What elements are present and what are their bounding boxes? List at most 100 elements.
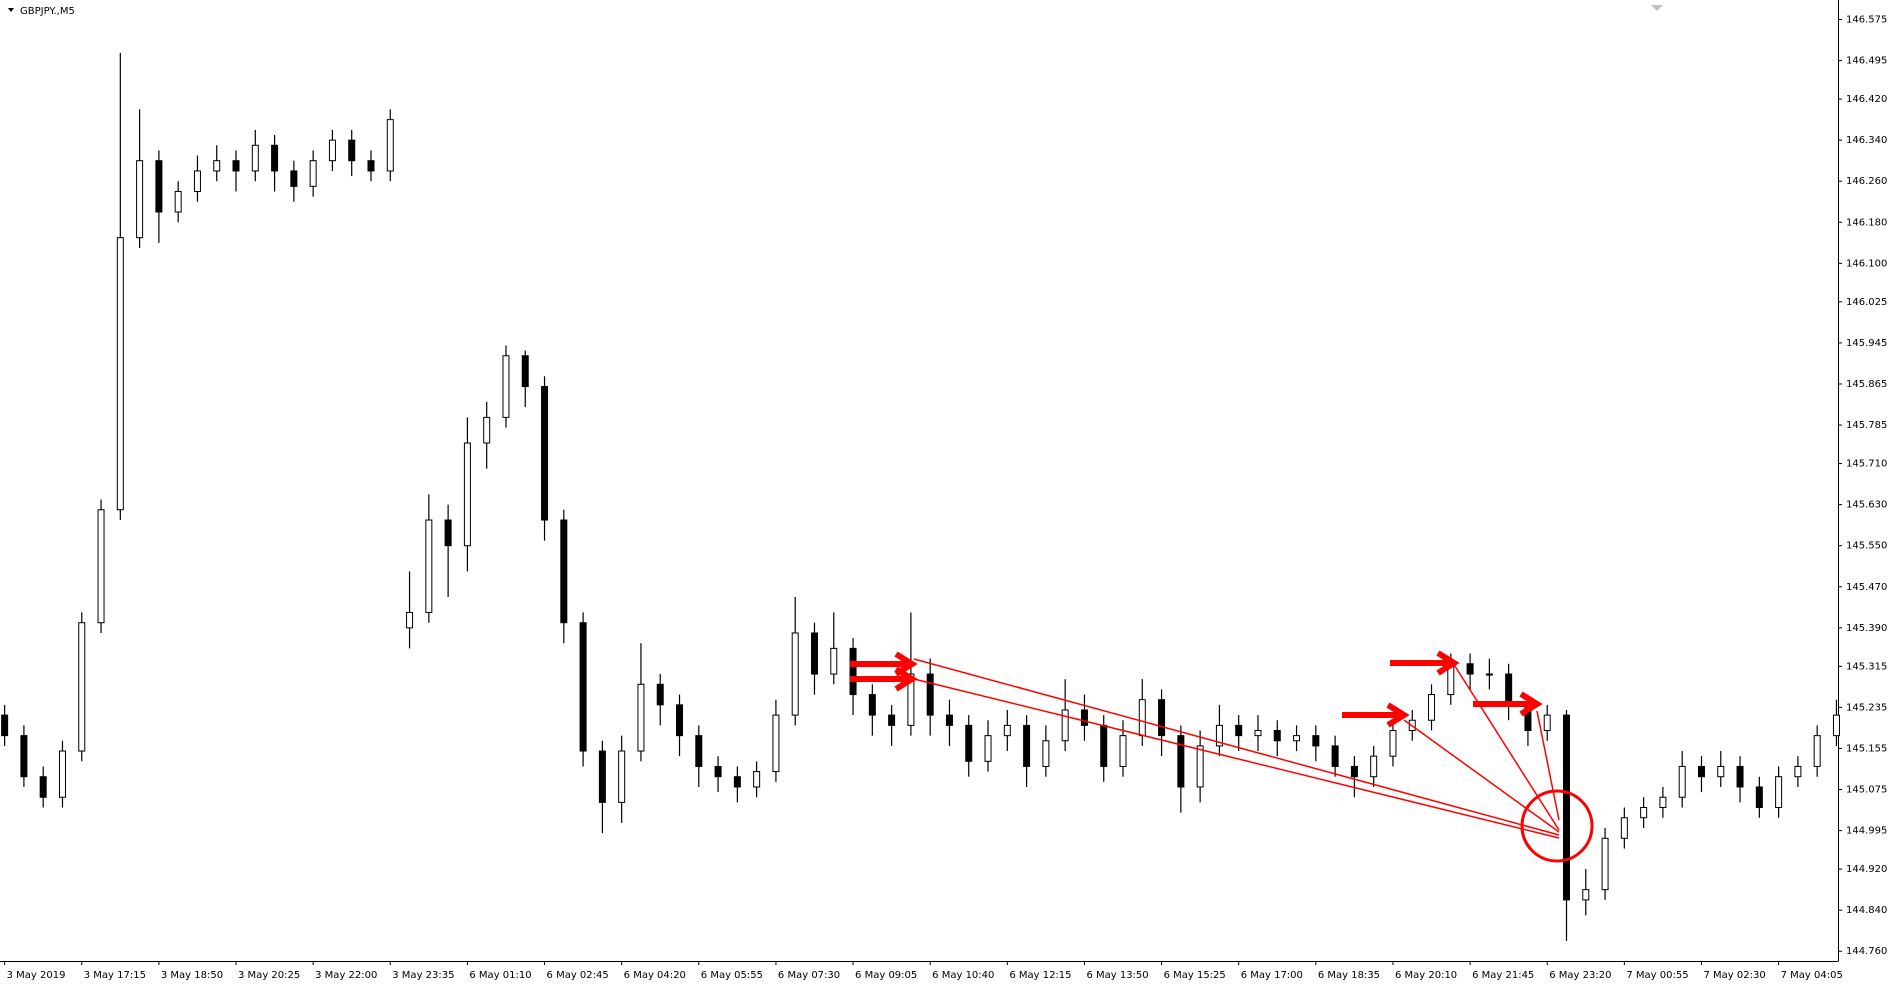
- candle-body: [1023, 724, 1031, 767]
- candle-body: [521, 355, 529, 388]
- candle-body: [348, 139, 356, 162]
- candle-body: [367, 160, 375, 172]
- candle-body: [618, 750, 626, 803]
- candle-body: [810, 632, 818, 675]
- candle-body: [58, 750, 66, 798]
- candle-body: [1080, 709, 1088, 726]
- candle-body: [1620, 817, 1628, 839]
- candle-body: [1100, 724, 1108, 767]
- candle-body: [444, 519, 452, 547]
- y-tick-label: 145.390: [1846, 623, 1887, 634]
- candle-body: [1505, 673, 1513, 706]
- x-tick-label: 3 May 17:15: [84, 970, 146, 981]
- x-tick-label: 6 May 17:00: [1241, 970, 1303, 981]
- arrow-head: [1436, 650, 1460, 676]
- candle-body: [1215, 724, 1223, 747]
- candle-body: [1775, 776, 1783, 809]
- menu-triangle[interactable]: [8, 8, 14, 12]
- x-tick-label: 6 May 05:55: [701, 970, 763, 981]
- y-tick-label: 145.785: [1846, 420, 1887, 431]
- y-tick-label: 146.340: [1846, 135, 1887, 146]
- candle-body: [1736, 765, 1744, 788]
- y-tick-label: 145.315: [1846, 661, 1887, 672]
- candle-body: [830, 647, 838, 675]
- x-tick-label: 6 May 18:35: [1318, 970, 1380, 981]
- x-tick-label: 3 May 23:35: [392, 970, 454, 981]
- y-tick-label: 145.630: [1846, 500, 1887, 511]
- x-tick-label: 6 May 10:40: [932, 970, 994, 981]
- candle-body: [1659, 796, 1667, 809]
- x-tick-label: 6 May 12:15: [1009, 970, 1071, 981]
- trend-line: [1536, 710, 1560, 821]
- trend-line: [913, 658, 1560, 836]
- y-tick-label: 145.470: [1846, 582, 1887, 593]
- candle-body: [136, 160, 144, 239]
- candle-body: [463, 442, 471, 547]
- candle-body: [1640, 807, 1648, 819]
- arrow-head: [1386, 702, 1410, 728]
- candle-body: [1582, 889, 1590, 901]
- candle-body: [560, 519, 568, 624]
- candle-body: [1196, 745, 1204, 788]
- x-tick-label: 7 May 02:30: [1703, 970, 1765, 981]
- y-tick-label: 145.550: [1846, 541, 1887, 552]
- candle-body: [155, 160, 163, 213]
- candle-body: [1832, 714, 1840, 737]
- x-tick-label: 3 May 2019: [7, 970, 66, 981]
- candle-body: [579, 622, 587, 752]
- candle-body: [1177, 735, 1185, 788]
- candle-body: [20, 735, 28, 778]
- x-tick-label: 6 May 23:20: [1549, 970, 1611, 981]
- candle-body: [1485, 673, 1493, 676]
- candle-body: [78, 622, 86, 752]
- x-tick-label: 6 May 09:05: [855, 970, 917, 981]
- candle-body: [328, 139, 336, 162]
- annotations: [850, 650, 1594, 863]
- y-tick-label: 144.920: [1846, 864, 1887, 875]
- x-tick-label: 7 May 00:55: [1626, 970, 1688, 981]
- candle-body: [1466, 663, 1474, 675]
- candle-body: [1678, 765, 1686, 798]
- candle-body: [1042, 740, 1050, 767]
- candle-body: [1350, 765, 1358, 778]
- candle-body: [1697, 765, 1705, 778]
- candle-body: [598, 750, 606, 803]
- x-tick-label: 6 May 02:45: [547, 970, 609, 981]
- y-tick-label: 145.235: [1846, 702, 1887, 713]
- candle-body: [483, 416, 491, 444]
- candle-body: [1601, 837, 1609, 891]
- shift-marker: [1651, 5, 1663, 11]
- candle-body: [637, 683, 645, 752]
- candle-body: [39, 776, 47, 798]
- y-tick-label: 144.995: [1846, 826, 1887, 837]
- candle-body: [232, 160, 240, 172]
- candle-body: [309, 160, 317, 187]
- arrow-head: [1519, 691, 1543, 717]
- candle-body: [251, 144, 259, 172]
- y-tick-label: 146.100: [1846, 258, 1887, 269]
- candle-body: [386, 119, 394, 172]
- candle-body: [1312, 735, 1320, 747]
- candle-body: [753, 771, 761, 788]
- candle-body: [116, 237, 124, 511]
- candle-body: [1273, 730, 1281, 742]
- candle-body: [1119, 735, 1127, 767]
- x-tick-label: 6 May 15:25: [1164, 970, 1226, 981]
- y-tick-label: 145.075: [1846, 785, 1887, 796]
- y-tick-label: 146.420: [1846, 94, 1887, 105]
- x-tick-label: 6 May 07:30: [778, 970, 840, 981]
- y-tick-label: 146.495: [1846, 56, 1887, 67]
- candle-body: [1061, 709, 1069, 742]
- y-tick-label: 146.180: [1846, 217, 1887, 228]
- candle-body: [271, 144, 279, 172]
- candle-body: [1563, 714, 1571, 901]
- candle-body: [1370, 755, 1378, 778]
- x-tick-label: 6 May 20:10: [1395, 970, 1457, 981]
- x-tick-label: 6 May 01:10: [469, 970, 531, 981]
- x-tick-label: 6 May 13:50: [1086, 970, 1148, 981]
- candle-body: [945, 714, 953, 726]
- candle-body: [502, 355, 510, 418]
- candle-body: [1543, 714, 1551, 732]
- candle-body: [1331, 745, 1339, 767]
- candle-body: [1813, 735, 1821, 767]
